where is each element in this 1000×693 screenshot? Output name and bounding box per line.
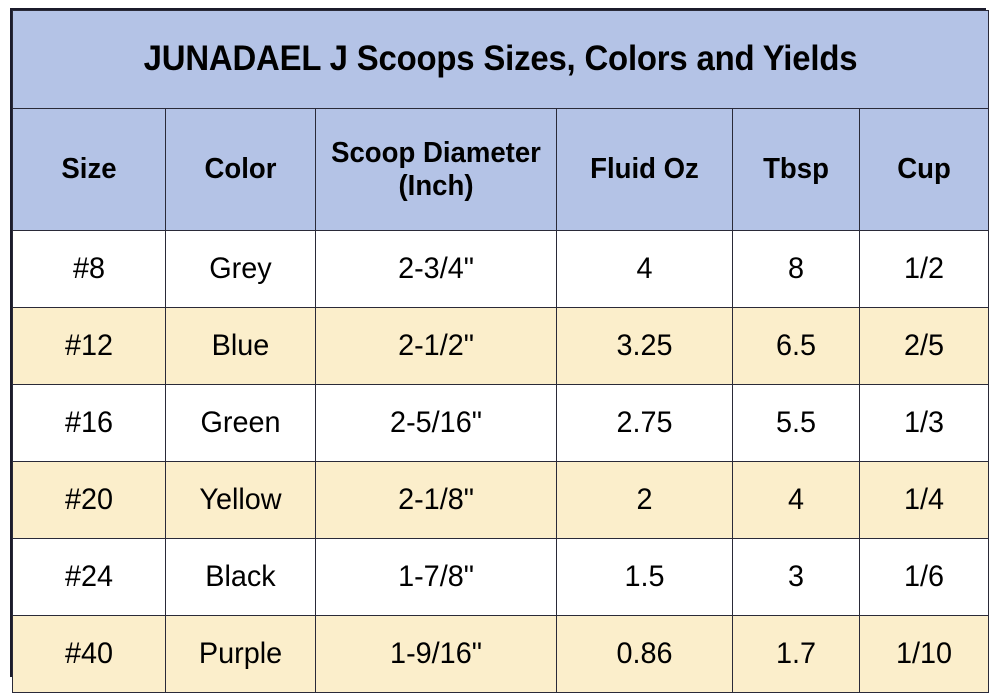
cell-diameter-value: 2-1/2" [398, 329, 474, 362]
column-header-scoop-diameter-label: Scoop Diameter [331, 137, 541, 170]
cell-fluid-oz-value: 2.75 [616, 406, 673, 439]
title-row: JUNADAEL J Scoops Sizes, Colors and Yiel… [11, 10, 990, 109]
column-header-fluid-oz-label: Fluid Oz [590, 153, 699, 186]
cell-fluid-oz-value: 3.25 [616, 329, 673, 362]
cell-size-value: #8 [72, 252, 106, 285]
cell-cup: 1/10 [858, 615, 990, 693]
cell-color: Yellow [165, 461, 316, 539]
cell-size: #16 [12, 384, 166, 462]
cell-diameter: 1-7/8" [315, 538, 557, 616]
cell-fluid-oz: 2 [556, 461, 733, 539]
table-row: #40 Purple 1-9/16" 0.86 1.7 1/10 [12, 615, 990, 693]
cell-color-value: Purple [198, 637, 283, 670]
cell-diameter: 2-1/8" [315, 461, 557, 539]
cell-tbsp-value: 5.5 [775, 406, 817, 439]
table-row: #24 Black 1-7/8" 1.5 3 1/6 [12, 538, 990, 616]
table-row: #8 Grey 2-3/4" 4 8 1/2 [12, 230, 990, 308]
cell-cup: 1/3 [858, 384, 990, 462]
cell-color-value: Green [200, 406, 281, 439]
cell-fluid-oz: 3.25 [556, 307, 733, 385]
table-row: #20 Yellow 2-1/8" 2 4 1/4 [12, 461, 990, 539]
cell-tbsp-value: 8 [787, 252, 805, 285]
cell-size: #24 [12, 538, 166, 616]
cell-fluid-oz-value: 0.86 [616, 637, 673, 670]
cell-size: #20 [12, 461, 166, 539]
cell-diameter: 2-3/4" [315, 230, 557, 308]
column-header-color-label: Color [204, 153, 277, 186]
cell-size-value: #40 [64, 637, 114, 670]
cell-diameter: 2-1/2" [315, 307, 557, 385]
cell-size-value: #24 [64, 560, 114, 593]
cell-size: #40 [12, 615, 166, 693]
cell-tbsp: 3 [732, 538, 860, 616]
column-header-scoop-diameter-unit: (Inch) [398, 169, 474, 202]
cell-cup: 1/6 [858, 538, 990, 616]
cell-fluid-oz-value: 2 [636, 483, 653, 516]
cell-tbsp: 5.5 [732, 384, 860, 462]
scoop-size-chart: JUNADAEL J Scoops Sizes, Colors and Yiel… [10, 8, 990, 693]
cell-diameter-value: 2-1/8" [398, 483, 474, 516]
column-header-color: Color [165, 108, 316, 231]
cell-tbsp-value: 6.5 [775, 329, 817, 362]
cell-tbsp-value: 1.7 [775, 637, 817, 670]
cell-color-value: Yellow [199, 483, 282, 516]
cell-cup: 1/4 [858, 461, 990, 539]
column-header-scoop-diameter: Scoop Diameter (Inch) [315, 108, 557, 231]
cell-diameter: 2-5/16" [315, 384, 557, 462]
cell-fluid-oz-value: 1.5 [624, 560, 665, 593]
cell-cup: 2/5 [858, 307, 990, 385]
page-title: JUNADAEL J Scoops Sizes, Colors and Yiel… [11, 10, 990, 109]
cell-color: Purple [165, 615, 316, 693]
cell-diameter-value: 1-9/16" [390, 637, 482, 670]
cell-tbsp: 4 [732, 461, 860, 539]
cell-tbsp: 6.5 [732, 307, 860, 385]
cell-diameter-value: 2-3/4" [398, 252, 474, 285]
cell-color: Black [165, 538, 316, 616]
column-header-size: Size [12, 108, 166, 231]
cell-diameter-value: 2-5/16" [390, 406, 482, 439]
cell-color: Blue [165, 307, 316, 385]
table-row: #16 Green 2-5/16" 2.75 5.5 1/3 [12, 384, 990, 462]
column-header-fluid-oz: Fluid Oz [556, 108, 733, 231]
cell-cup: 1/2 [858, 230, 990, 308]
column-header-cup-label: Cup [897, 153, 951, 186]
cell-cup-value: 2/5 [903, 329, 945, 362]
cell-size: #8 [12, 230, 166, 308]
cell-fluid-oz: 0.86 [556, 615, 733, 693]
column-header-tbsp: Tbsp [732, 108, 860, 231]
cell-size: #12 [12, 307, 166, 385]
cell-size-value: #16 [64, 406, 114, 439]
scoop-table: JUNADAEL J Scoops Sizes, Colors and Yiel… [11, 10, 990, 693]
column-header-cup: Cup [858, 108, 990, 231]
cell-size-value: #20 [64, 483, 114, 516]
cell-color: Grey [165, 230, 316, 308]
table-header-row: Size Color Scoop Diameter (Inch) Fluid O… [12, 108, 990, 231]
cell-color: Green [165, 384, 316, 462]
cell-tbsp-value: 3 [787, 560, 805, 593]
cell-tbsp: 1.7 [732, 615, 860, 693]
cell-cup-value: 1/4 [903, 483, 945, 516]
cell-color-value: Black [205, 560, 276, 593]
column-header-tbsp-label: Tbsp [763, 153, 829, 186]
page-title-text: JUNADAEL J Scoops Sizes, Colors and Yiel… [143, 39, 858, 79]
cell-color-value: Grey [209, 252, 272, 285]
column-header-size-label: Size [61, 153, 117, 186]
cell-tbsp-value: 4 [787, 483, 805, 516]
cell-cup-value: 1/2 [903, 252, 945, 285]
cell-cup-value: 1/6 [903, 560, 945, 593]
cell-size-value: #12 [64, 329, 114, 362]
cell-tbsp: 8 [732, 230, 860, 308]
cell-diameter: 1-9/16" [315, 615, 557, 693]
cell-fluid-oz-value: 4 [636, 252, 653, 285]
cell-fluid-oz: 1.5 [556, 538, 733, 616]
cell-color-value: Blue [211, 329, 270, 362]
cell-fluid-oz: 4 [556, 230, 733, 308]
cell-cup-value: 1/10 [895, 637, 953, 670]
cell-diameter-value: 1-7/8" [398, 560, 474, 593]
cell-fluid-oz: 2.75 [556, 384, 733, 462]
cell-cup-value: 1/3 [903, 406, 945, 439]
table-row: #12 Blue 2-1/2" 3.25 6.5 2/5 [12, 307, 990, 385]
